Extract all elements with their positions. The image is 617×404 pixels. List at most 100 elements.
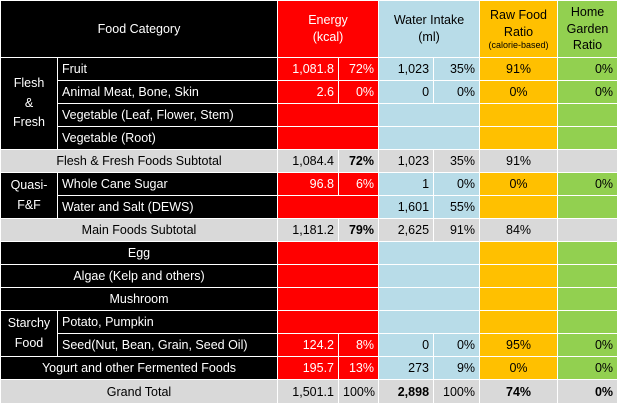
table-row: Vegetable (Root) [1,127,617,150]
home-ratio: 0% [558,81,617,104]
row-label-algae: Algae (Kelp and others) [1,265,278,288]
water-percent: 0% [434,81,480,104]
group-flesh-fresh: Flesh&Fresh [1,58,58,150]
water-value: 1,023 [379,58,434,81]
water-percent: 9% [434,357,480,380]
energy-percent: 6% [339,173,379,196]
water-percent: 35% [434,150,480,173]
row-label-grand-total: Grand Total [1,380,278,404]
water-value: 1,601 [379,196,434,219]
row-label-veg-leaf: Vegetable (Leaf, Flower, Stem) [58,104,278,127]
water-value: 0 [379,81,434,104]
row-label-main-subtotal: Main Foods Subtotal [1,219,278,242]
water-value: 0 [379,334,434,357]
home-ratio: 0% [558,173,617,196]
energy-empty [278,196,379,219]
table-row: Yogurt and other Fermented Foods 195.7 1… [1,357,617,380]
water-value: 2,898 [379,380,434,404]
group-quasi-ff: Quasi-F&F [1,173,58,219]
energy-empty [278,242,379,265]
raw-empty [480,265,558,288]
header-row: Food Category Energy(kcal) Water Intake(… [1,1,617,58]
raw-empty [480,196,558,219]
water-percent: 35% [434,58,480,81]
energy-empty [278,288,379,311]
table-row: Animal Meat, Bone, Skin 2.6 0% 0 0% 0% 0… [1,81,617,104]
energy-value: 1,501.1 [278,380,339,404]
energy-percent: 100% [339,380,379,404]
table-row: Water and Salt (DEWS) 1,601 55% [1,196,617,219]
subtotal-row: Main Foods Subtotal 1,181.2 79% 2,625 91… [1,219,617,242]
home-empty [558,219,617,242]
raw-ratio: 95% [480,334,558,357]
water-empty [379,127,480,150]
table-row: Algae (Kelp and others) [1,265,617,288]
water-empty [379,311,480,334]
header-water-intake: Water Intake(ml) [379,1,480,58]
water-empty [379,265,480,288]
water-percent: 100% [434,380,480,404]
home-ratio: 0% [558,357,617,380]
water-value: 1,023 [379,150,434,173]
energy-value: 1,081.8 [278,58,339,81]
header-energy: Energy(kcal) [278,1,379,58]
energy-value: 96.8 [278,173,339,196]
energy-value: 2.6 [278,81,339,104]
energy-empty [278,265,379,288]
subtotal-row: Flesh & Fresh Foods Subtotal 1,084.4 72%… [1,150,617,173]
table-row: Quasi-F&F Whole Cane Sugar 96.8 6% 1 0% … [1,173,617,196]
water-percent: 0% [434,173,480,196]
energy-percent: 8% [339,334,379,357]
home-empty [558,150,617,173]
energy-percent: 72% [339,58,379,81]
row-label-egg: Egg [1,242,278,265]
water-value: 2,625 [379,219,434,242]
home-ratio: 0% [558,334,617,357]
water-percent: 0% [434,334,480,357]
row-label-seed: Seed(Nut, Bean, Grain, Seed Oil) [58,334,278,357]
header-food-category: Food Category [1,1,278,58]
water-value: 1 [379,173,434,196]
table-row: Flesh&Fresh Fruit 1,081.8 72% 1,023 35% … [1,58,617,81]
energy-percent: 0% [339,81,379,104]
home-empty [558,104,617,127]
water-empty [379,242,480,265]
home-empty [558,196,617,219]
home-ratio: 0% [558,58,617,81]
energy-empty [278,104,379,127]
row-label-flesh-subtotal: Flesh & Fresh Foods Subtotal [1,150,278,173]
energy-value: 1,084.4 [278,150,339,173]
raw-empty [480,242,558,265]
water-percent: 55% [434,196,480,219]
table-row: Mushroom [1,288,617,311]
water-empty [379,104,480,127]
raw-empty [480,127,558,150]
energy-value: 1,181.2 [278,219,339,242]
energy-value: 195.7 [278,357,339,380]
raw-ratio: 0% [480,357,558,380]
energy-value: 124.2 [278,334,339,357]
home-empty [558,311,617,334]
water-empty [379,288,480,311]
home-empty [558,127,617,150]
energy-percent: 72% [339,150,379,173]
row-label-yogurt: Yogurt and other Fermented Foods [1,357,278,380]
row-label-veg-root: Vegetable (Root) [58,127,278,150]
raw-ratio: 91% [480,58,558,81]
raw-empty [480,288,558,311]
row-label-water-salt: Water and Salt (DEWS) [58,196,278,219]
table-row: Vegetable (Leaf, Flower, Stem) [1,104,617,127]
grand-total-row: Grand Total 1,501.1 100% 2,898 100% 74% … [1,380,617,404]
raw-ratio: 0% [480,173,558,196]
raw-ratio: 74% [480,380,558,404]
row-label-mushroom: Mushroom [1,288,278,311]
table-row: Seed(Nut, Bean, Grain, Seed Oil) 124.2 8… [1,334,617,357]
home-ratio: 0% [558,380,617,404]
raw-empty [480,311,558,334]
energy-percent: 13% [339,357,379,380]
